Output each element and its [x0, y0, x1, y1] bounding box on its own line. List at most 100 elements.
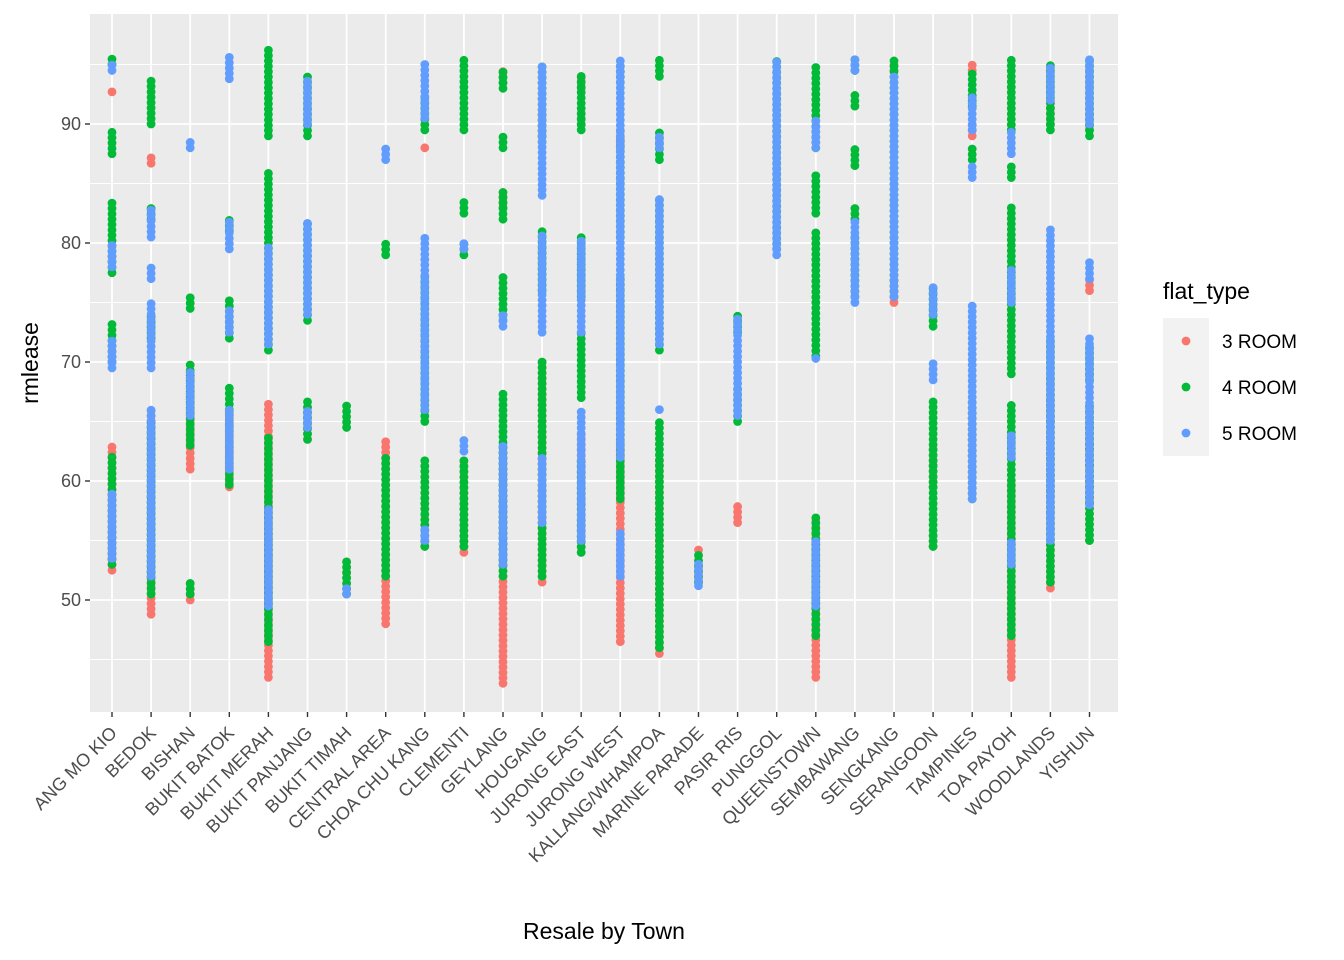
data-point	[342, 584, 351, 594]
data-point	[576, 72, 586, 81]
data-point	[1006, 538, 1016, 548]
data-point	[850, 217, 860, 227]
legend-key	[1181, 336, 1191, 346]
data-point	[967, 162, 977, 172]
data-point	[342, 401, 351, 411]
data-point	[850, 204, 860, 213]
data-point	[1046, 225, 1055, 235]
data-point	[459, 55, 469, 65]
data-point	[772, 57, 782, 67]
y-axis: 50 60 70 80 90	[61, 114, 90, 610]
data-point	[655, 195, 664, 204]
data-point	[811, 63, 821, 72]
data-point	[850, 91, 860, 100]
data-point	[224, 306, 234, 316]
data-point	[811, 228, 821, 238]
data-point	[146, 299, 156, 309]
y-tick-label: 60	[61, 471, 81, 491]
data-point	[459, 239, 469, 248]
data-point	[967, 69, 977, 79]
x-axis-title: Resale by Town	[523, 918, 685, 944]
data-point	[420, 143, 430, 153]
data-point	[655, 418, 664, 428]
data-point	[303, 406, 312, 416]
data-point	[381, 239, 391, 249]
data-point	[733, 314, 742, 324]
data-point	[498, 273, 508, 282]
data-point	[459, 456, 469, 466]
y-axis-title: rmlease	[17, 322, 43, 404]
data-point	[303, 218, 312, 228]
data-point	[146, 76, 156, 86]
data-point	[224, 405, 234, 415]
data-point	[889, 56, 899, 66]
data-point	[107, 320, 117, 329]
data-point	[107, 489, 117, 499]
data-point	[381, 453, 391, 463]
y-tick-label: 70	[61, 352, 81, 372]
data-point	[811, 354, 821, 363]
data-point	[264, 505, 273, 514]
data-point	[967, 60, 977, 70]
y-tick-label: 90	[61, 114, 81, 134]
data-point	[694, 559, 703, 569]
data-point	[498, 442, 508, 451]
data-point	[146, 205, 156, 215]
data-point	[381, 144, 391, 154]
data-point	[420, 456, 430, 466]
data-point	[498, 188, 508, 197]
data-point	[498, 389, 508, 399]
data-point	[733, 502, 742, 511]
data-point	[107, 442, 117, 452]
data-point	[537, 62, 547, 72]
data-point	[459, 436, 469, 445]
data-point	[146, 263, 156, 273]
data-point	[303, 397, 312, 407]
data-point	[420, 233, 430, 243]
data-point	[107, 127, 117, 137]
data-point	[107, 60, 117, 70]
data-point	[928, 397, 938, 407]
data-points	[107, 45, 1094, 688]
data-point	[107, 336, 117, 346]
data-point	[303, 76, 312, 86]
data-point	[1006, 127, 1016, 137]
data-point	[850, 55, 860, 65]
y-tick-label: 50	[61, 590, 81, 610]
data-point	[107, 198, 117, 208]
data-point	[576, 407, 586, 417]
data-point	[811, 513, 821, 523]
legend-label: 5 ROOM	[1222, 424, 1297, 445]
data-point	[224, 296, 234, 306]
data-point	[185, 368, 195, 378]
data-point	[264, 399, 273, 409]
data-point	[224, 52, 234, 62]
data-point	[264, 433, 273, 443]
data-point	[459, 198, 469, 207]
data-point	[420, 60, 430, 69]
data-point	[655, 132, 664, 142]
data-point	[185, 138, 195, 147]
data-point	[1085, 334, 1094, 344]
data-point	[185, 293, 195, 303]
data-point	[655, 55, 664, 65]
data-point	[1006, 55, 1016, 65]
data-point	[498, 311, 508, 320]
data-point	[1085, 258, 1094, 268]
legend-key	[1181, 382, 1191, 392]
data-point	[615, 528, 625, 538]
data-point	[694, 550, 703, 560]
data-point	[1006, 162, 1016, 172]
data-point	[811, 537, 821, 547]
data-point	[107, 452, 117, 462]
data-point	[146, 405, 156, 415]
legend-title: flat_type	[1163, 278, 1250, 304]
data-point	[967, 93, 977, 103]
grid-minor	[90, 64, 1118, 660]
data-point	[1085, 55, 1094, 65]
data-point	[1046, 63, 1055, 73]
data-point	[498, 67, 508, 77]
data-point	[576, 236, 586, 246]
data-point	[107, 240, 117, 250]
